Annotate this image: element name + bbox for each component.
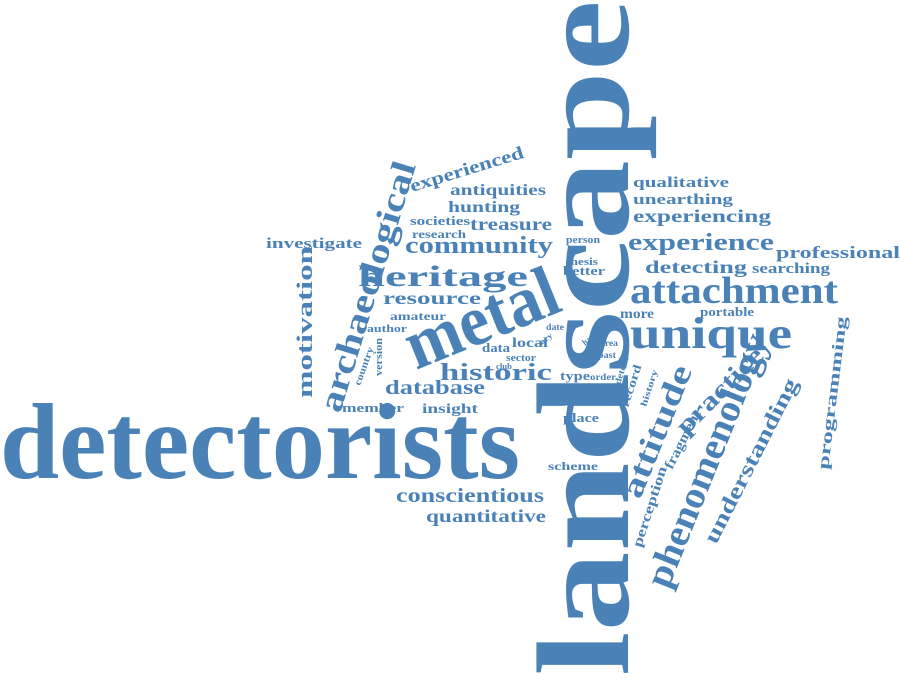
word-data: data xyxy=(482,340,511,355)
word-landscape: landscape xyxy=(510,0,657,676)
word-searching: searching xyxy=(752,261,831,277)
word-version: version xyxy=(373,338,385,376)
word-thesis: thesis xyxy=(566,257,598,268)
word-hunting: hunting xyxy=(448,199,520,216)
word-sector: sector xyxy=(506,353,537,364)
word-professional: professional xyxy=(776,243,900,262)
word-detecting: detecting xyxy=(645,257,747,277)
word-heritage: heritage xyxy=(358,260,528,293)
word-programming: programming xyxy=(815,316,851,471)
word-research: research xyxy=(412,227,466,241)
word-antiquities: antiquities xyxy=(450,182,546,199)
word-experiencing: experiencing xyxy=(633,206,771,226)
word-better: better xyxy=(563,263,605,278)
word-treasure: treasure xyxy=(470,214,552,234)
word-scheme: scheme xyxy=(548,459,599,473)
word-societies: societies xyxy=(410,213,470,228)
word-place: place xyxy=(563,410,599,425)
word-motivation: motivation xyxy=(292,246,317,398)
word-area: area xyxy=(600,338,619,348)
word-portable: portable xyxy=(700,304,754,319)
word-unique: unique xyxy=(630,309,792,358)
word-more: more xyxy=(620,307,654,322)
word-investigate: investigate xyxy=(266,236,362,252)
word-author: author xyxy=(367,323,407,335)
word-member: member xyxy=(342,400,404,415)
word-detectorists: detectorists xyxy=(0,383,520,502)
word-community: community xyxy=(405,233,553,259)
word-order: order xyxy=(590,372,616,382)
word-resource: resource xyxy=(383,288,481,308)
word-club: club xyxy=(496,362,513,371)
word-conscientious: conscientious xyxy=(396,485,544,507)
word-attachment: attachment xyxy=(630,270,838,312)
word-date: date xyxy=(546,322,564,332)
word-type: type xyxy=(560,368,590,383)
word-experience: experience xyxy=(628,230,774,256)
word-qualitative: qualitative xyxy=(633,175,729,191)
word-past: past xyxy=(598,350,616,360)
word-local: local xyxy=(512,336,548,351)
word-quantitative: quantitative xyxy=(426,506,546,526)
word-unearthing: unearthing xyxy=(633,192,734,208)
word-insight: insight xyxy=(422,402,478,417)
word-person: person xyxy=(566,235,600,246)
word-database: database xyxy=(385,377,485,399)
word-historic: historic xyxy=(440,360,552,386)
word-amateur: amateur xyxy=(390,309,447,323)
